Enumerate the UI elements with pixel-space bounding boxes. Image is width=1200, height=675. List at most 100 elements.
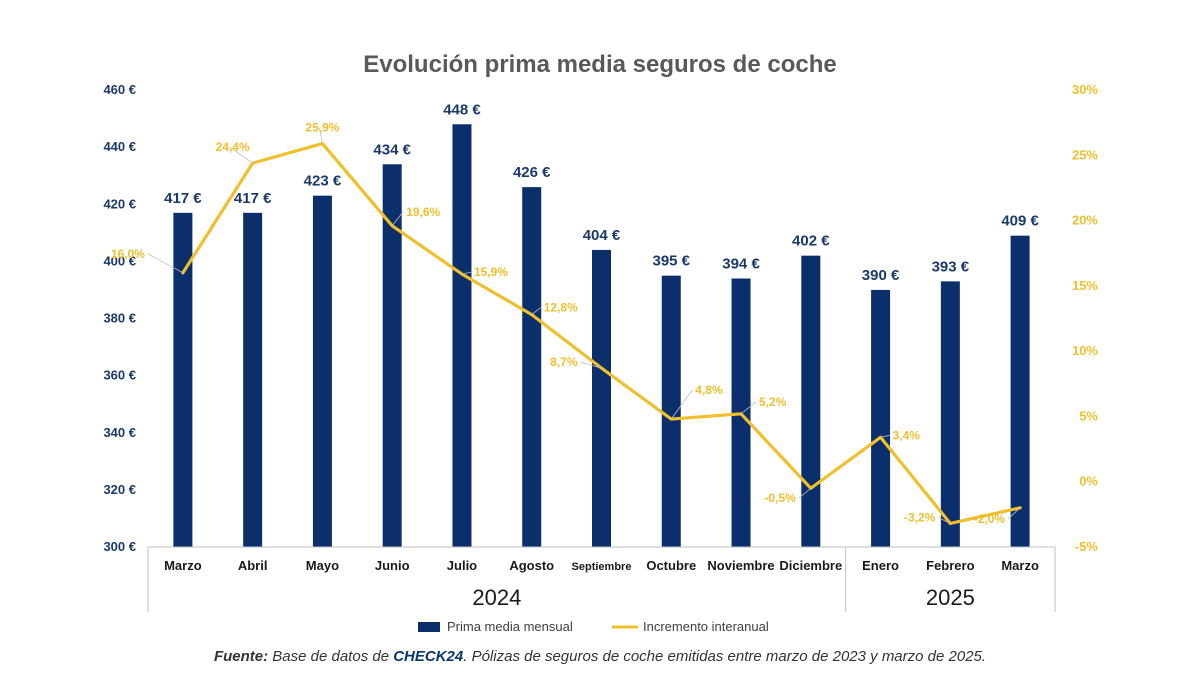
legend: Prima media mensual Incremento interanual: [418, 619, 769, 634]
line-series: 16,0% 24,4% 25,9% 19,6% 15,9% 12,8% 8,7% 4,8% 5,…: [111, 121, 1022, 526]
bar-value-label: 417 €: [164, 190, 202, 207]
bar-value-label: 423 €: [304, 173, 342, 190]
category-label: Marzo: [1001, 558, 1039, 573]
right-tick-label: 20%: [1072, 213, 1098, 228]
check24-logo: CHECK24: [393, 648, 464, 665]
category-label: Diciembre: [779, 558, 842, 573]
legend-bar-label: Prima media mensual: [447, 619, 573, 634]
line-value-label: -2,0%: [974, 512, 1006, 526]
line-value-label: 15,9%: [474, 265, 508, 279]
line-value-label: 5,2%: [759, 395, 787, 409]
category-label: Septiembre: [572, 561, 632, 573]
label-leader: [391, 211, 404, 227]
left-tick-label: 460 €: [103, 82, 136, 97]
bar-value-label: 395 €: [652, 253, 690, 270]
bar-labels: 417 € 417 € 423 € 434 € 448 € 426 € 404 € 395 €…: [164, 101, 1039, 284]
left-tick-label: 360 €: [103, 368, 136, 383]
bar-value-label: 448 €: [443, 101, 481, 118]
chart: Evolución prima media seguros de coche 3…: [103, 51, 1098, 634]
source-text-before: Base de datos de: [268, 648, 394, 665]
year-groups: 2024 2025: [147, 547, 1056, 612]
bar: [871, 289, 891, 547]
category-label: Junio: [375, 558, 410, 573]
category-label: Octubre: [646, 558, 696, 573]
bar-value-label: 426 €: [513, 164, 551, 181]
source-footer: Fuente: Base de datos de CHECK24. Póliza…: [0, 648, 1200, 665]
bar: [940, 281, 960, 547]
category-label: Noviembre: [707, 558, 774, 573]
right-tick-label: 15%: [1072, 278, 1098, 293]
bar: [522, 187, 542, 548]
bar-value-label: 404 €: [583, 227, 621, 244]
left-tick-label: 420 €: [103, 196, 136, 211]
left-axis: 300 € 320 € 340 € 360 € 380 € 400 € 420 € 440 €…: [103, 82, 136, 554]
bar: [173, 212, 193, 547]
label-leader: [531, 307, 541, 315]
bar-value-label: 390 €: [862, 267, 900, 284]
category-label: Marzo: [164, 558, 202, 573]
bar: [592, 249, 611, 547]
line-value-label: 4,8%: [695, 383, 723, 397]
category-label: Abril: [238, 558, 268, 573]
line-value-label: 3,4%: [893, 428, 921, 442]
right-axis: -5% 0% 5% 10% 15% 20% 25% 30%: [1072, 82, 1098, 554]
bar-series: [173, 124, 1030, 548]
label-leader: [880, 434, 890, 438]
left-tick-label: 300 €: [103, 539, 136, 554]
line-value-label: 8,7%: [550, 355, 578, 369]
label-leader: [580, 361, 602, 369]
category-label: Julio: [447, 558, 477, 573]
year-label: 2024: [472, 585, 521, 610]
source-label: Fuente:: [213, 648, 269, 665]
bar-value-label: 394 €: [722, 256, 760, 273]
label-leader: [938, 517, 951, 524]
right-tick-label: 30%: [1072, 82, 1098, 97]
bar: [382, 164, 402, 547]
category-label: Agosto: [509, 558, 554, 573]
legend-line-label: Incremento interanual: [643, 619, 769, 634]
chart-title: Evolución prima media seguros de coche: [363, 51, 836, 78]
line-value-label: 24,4%: [216, 140, 250, 154]
bar: [661, 275, 681, 547]
line-value-label: 12,8%: [544, 301, 578, 315]
category-axis: Marzo Abril Mayo Junio Julio Agosto Septiembre…: [148, 546, 1055, 573]
left-tick-label: 440 €: [103, 139, 136, 154]
label-leader: [229, 146, 253, 164]
bar-value-label: 402 €: [792, 233, 830, 250]
line-value-label: -0,5%: [764, 491, 796, 505]
bar: [312, 195, 332, 547]
label-leader: [319, 127, 323, 144]
left-tick-label: 400 €: [103, 253, 136, 268]
bar: [452, 124, 472, 548]
right-tick-label: 25%: [1072, 147, 1098, 162]
line-value-label: 19,6%: [406, 205, 440, 219]
label-leader: [1007, 507, 1021, 520]
year-label: 2025: [926, 585, 975, 610]
label-leader: [147, 253, 184, 274]
label-leader: [798, 487, 812, 499]
bar: [243, 212, 263, 547]
bar-value-label: 409 €: [1001, 213, 1039, 230]
label-leader: [740, 401, 757, 415]
left-tick-label: 380 €: [103, 311, 136, 326]
label-leader: [461, 271, 472, 275]
bar-value-label: 434 €: [373, 141, 411, 158]
right-tick-label: 0%: [1079, 474, 1098, 489]
label-leader: [670, 389, 693, 420]
left-tick-label: 320 €: [103, 482, 136, 497]
bar-value-label: 393 €: [932, 258, 970, 275]
line-value-label: 25,9%: [305, 121, 339, 135]
bar-value-label: 417 €: [234, 190, 272, 207]
category-label: Mayo: [306, 558, 339, 573]
right-tick-label: 10%: [1072, 343, 1098, 358]
bar: [801, 255, 821, 547]
legend-bar-swatch: [418, 622, 440, 632]
source-text-after: . Pólizas de seguros de coche emitidas e…: [463, 648, 987, 665]
category-label: Febrero: [926, 558, 974, 573]
right-tick-label: -5%: [1075, 539, 1099, 554]
category-label: Enero: [862, 558, 899, 573]
left-tick-label: 340 €: [103, 425, 136, 440]
bar: [1010, 235, 1030, 547]
line-value-label: -3,2%: [904, 510, 936, 524]
line-value-label: 16,0%: [111, 247, 145, 261]
